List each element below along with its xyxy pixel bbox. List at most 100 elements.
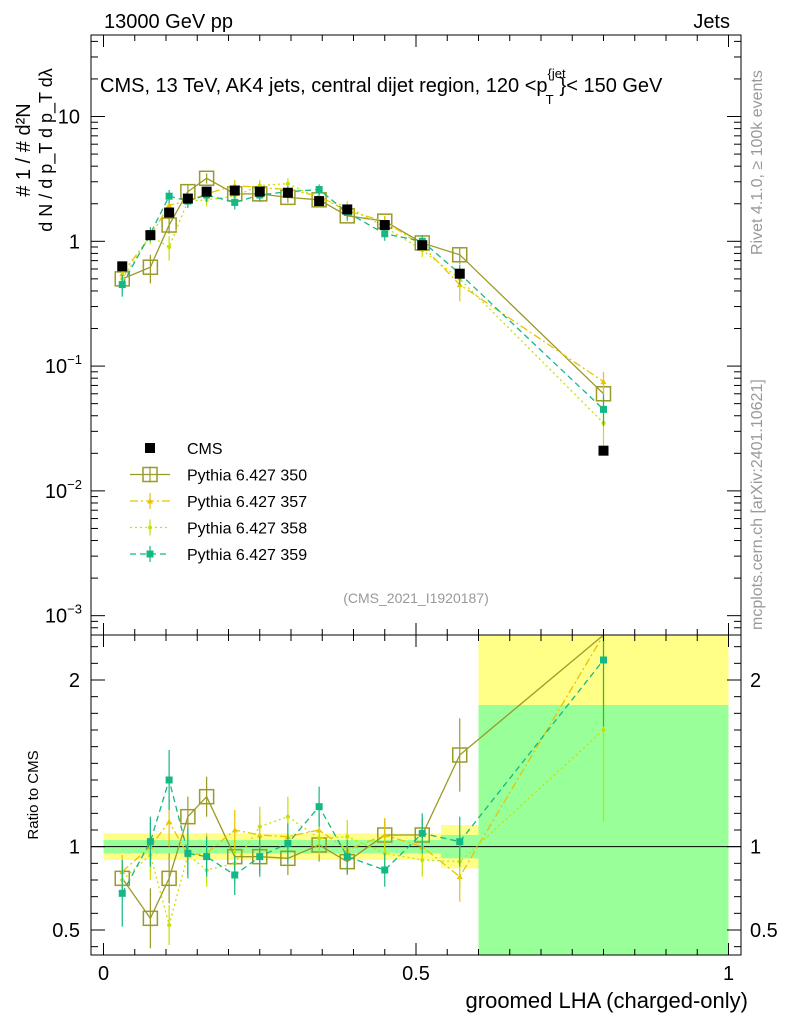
main-point-1-4 [198, 170, 215, 187]
legend-marker-0 [145, 443, 155, 453]
ratio-y-tick-label-right-0: 0.5 [750, 920, 778, 942]
plot-title: CMS, 13 TeV, AK4 jets, central dijet reg… [100, 66, 663, 107]
plot-title-main: CMS, 13 TeV, AK4 jets, central dijet reg… [100, 75, 548, 97]
main-y-tick-label-2: 10−1 [45, 352, 82, 378]
ratio-point-3-9 [343, 853, 351, 861]
main-point-0-2 [164, 207, 175, 218]
legend-label-1: Pythia 6.427 350 [187, 468, 307, 485]
ratio-point-3-5 [231, 871, 239, 879]
main-series-line-4 [121, 188, 604, 410]
ratio-point-1-10 [381, 832, 388, 838]
main-series-line-2 [121, 184, 604, 383]
ratio-series-line-3 [121, 659, 605, 894]
main-y-tick-label-1: 10−2 [45, 477, 82, 503]
y-axis-label-row2: d N / d p_T d p_T dλ [36, 68, 57, 231]
main-point-4-13 [600, 405, 607, 413]
ratio-point-0-3 [180, 808, 196, 825]
main-y-tick-exp-1: −2 [67, 477, 82, 492]
ratio-point-3-12 [456, 838, 464, 846]
main-point-1-12 [452, 247, 468, 263]
ratio-y-tick-label-left-0: 0.5 [52, 920, 80, 942]
main-series-line-1 [122, 177, 604, 395]
ratio-point-3-4 [203, 853, 211, 861]
main-point-2-2 [166, 202, 173, 208]
main-point-1-1 [142, 259, 159, 275]
legend-label-3: Pythia 6.427 358 [187, 521, 307, 538]
ratio-y-tick-label-right-1: 1 [750, 837, 761, 859]
ratio-y-tick-label-right-2: 2 [750, 670, 761, 692]
ratio-point-2-6 [257, 824, 262, 829]
main-y-tick-exp-2: −1 [67, 352, 82, 367]
ratio-point-0-12 [452, 747, 468, 763]
y-axis-label: # 1 / # d²N d N / d p_T d p_T dλ [13, 68, 57, 231]
main-point-0-3 [182, 193, 193, 204]
legend-marker-3 [148, 525, 152, 530]
main-y-tick-exp-0: −3 [67, 602, 82, 617]
main-point-3-6 [257, 183, 262, 188]
main-point-0-6 [254, 186, 265, 197]
ratio-point-3-11 [418, 829, 426, 837]
main-point-0-8 [314, 196, 325, 207]
main-point-0-13 [598, 445, 609, 456]
ratio-point-1-5 [231, 827, 238, 833]
ratio-point-3-2 [165, 776, 173, 784]
main-point-4-8 [315, 186, 323, 194]
ratio-point-2-2 [167, 923, 172, 927]
main-y-tick-base-2: 10 [45, 356, 67, 378]
main-y-tick-base-3: 1 [69, 231, 80, 253]
ratio-point-2-7 [285, 814, 290, 819]
legend-label-0: CMS [187, 441, 223, 458]
x-axis-label: groomed LHA (charged-only) [466, 988, 748, 1013]
y-axis-label-row1: # 1 / # d²N [13, 103, 35, 196]
header-right: Jets [693, 11, 730, 33]
main-point-2-13 [600, 378, 607, 385]
main-point-0-11 [417, 240, 428, 251]
ratio-point-2-13 [601, 728, 606, 732]
ratio-point-3-7 [284, 839, 292, 847]
mcplots-label: mcplots.cern.ch [arXiv:2401.10621] [749, 379, 766, 630]
x-tick-label-1: 0.5 [402, 963, 430, 985]
ratio-panel: 0 0.5 1 0.5 0.5 1 1 2 2 [52, 634, 778, 985]
ratio-series-3 [118, 635, 607, 927]
main-y-tick-label-4: 10 [58, 107, 80, 129]
main-series-line-3 [121, 182, 604, 424]
main-point-0-12 [454, 268, 465, 279]
legend-marker-1 [142, 466, 158, 483]
ratio-y-tick-label-left-1: 1 [69, 837, 80, 859]
main-y-tick-base-4: 10 [58, 107, 80, 129]
main-series-0 [117, 185, 609, 456]
ratio-y-label: Ratio to CMS [25, 750, 42, 839]
main-point-0-0 [117, 261, 128, 272]
main-series-4 [118, 184, 607, 427]
ratio-point-3-1 [146, 838, 154, 846]
main-series-2 [119, 179, 607, 394]
main-point-0-7 [282, 187, 293, 198]
main-point-4-0 [118, 281, 126, 289]
main-point-0-4 [201, 186, 212, 197]
ratio-point-2-9 [345, 834, 350, 839]
main-point-0-10 [379, 220, 390, 231]
legend-marker-2 [147, 498, 153, 504]
main-point-0-5 [229, 185, 240, 196]
ratio-point-0-4 [198, 788, 215, 805]
ratio-point-3-10 [381, 866, 389, 874]
main-point-4-10 [381, 230, 389, 238]
main-y-tick-label-3: 1 [69, 231, 80, 253]
ratio-point-2-8 [317, 836, 322, 841]
ratio-point-3-8 [315, 803, 323, 811]
main-y-tick-base-0: 10 [45, 606, 67, 628]
legend: CMS Pythia 6.427 350 Pythia 6.427 357 Pythi… [130, 441, 307, 564]
main-point-4-5 [231, 198, 239, 206]
legend-label-2: Pythia 6.427 357 [187, 494, 307, 511]
main-y-tick-base-1: 10 [45, 481, 67, 503]
main-point-3-7 [285, 181, 290, 186]
plot-title-tail: }< 150 GeV [560, 75, 664, 97]
legend-label-4: Pythia 6.427 359 [187, 547, 307, 564]
main-point-4-2 [165, 192, 173, 200]
main-frame [90, 34, 742, 636]
main-point-0-9 [342, 204, 353, 215]
main-point-0-1 [145, 230, 156, 241]
ratio-series-line-1 [121, 634, 605, 878]
plot-title-sup: {jet [548, 66, 566, 81]
